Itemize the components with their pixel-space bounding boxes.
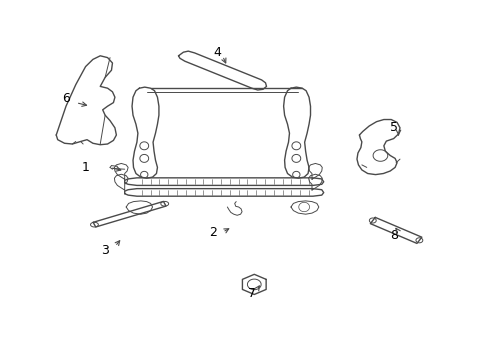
Text: 8: 8: [389, 229, 397, 242]
Text: 7: 7: [247, 287, 255, 300]
Polygon shape: [124, 178, 323, 185]
Text: 6: 6: [62, 93, 70, 105]
Polygon shape: [124, 189, 323, 196]
Polygon shape: [369, 217, 421, 243]
Text: 4: 4: [213, 46, 221, 59]
Polygon shape: [178, 51, 266, 90]
Text: 3: 3: [101, 244, 109, 257]
Text: 5: 5: [389, 121, 397, 134]
Text: 2: 2: [208, 226, 216, 239]
Polygon shape: [93, 201, 165, 227]
Text: 1: 1: [81, 161, 89, 174]
